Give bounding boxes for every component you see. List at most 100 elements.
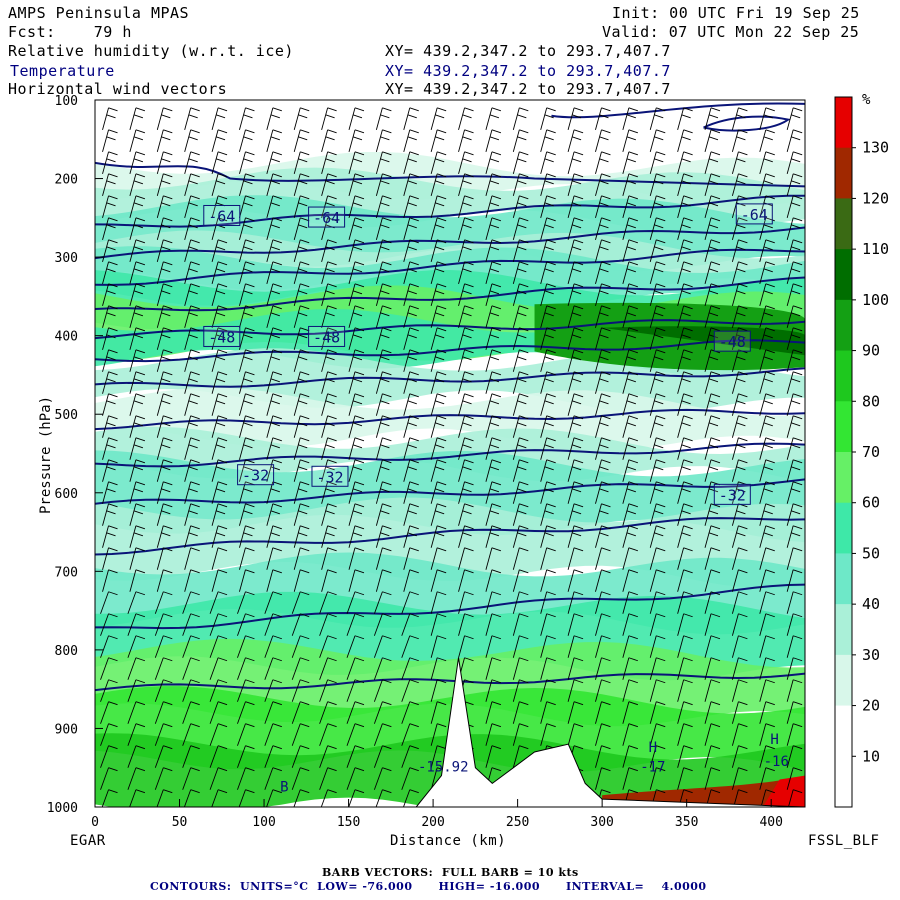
temperature-contour-line	[95, 319, 805, 340]
wind-barb	[567, 349, 575, 372]
wind-barb	[430, 107, 438, 130]
wind-barb	[512, 503, 520, 526]
wind-barb-flag	[298, 268, 308, 273]
wind-barb	[102, 151, 109, 174]
wind-barb	[677, 349, 685, 372]
wind-barb	[129, 393, 137, 416]
wind-barb-flag	[354, 789, 365, 794]
wind-barb-flag	[573, 701, 584, 706]
wind-barb-flag	[108, 745, 118, 750]
wind-barb	[211, 217, 219, 240]
contour-label-box	[713, 330, 751, 352]
wind-barb-flag	[681, 202, 691, 207]
wind-barb-flag	[163, 789, 173, 794]
wind-barb	[595, 393, 602, 416]
wind-barb	[403, 349, 411, 372]
wind-barb-flag	[626, 356, 636, 361]
wind-barb	[430, 657, 438, 680]
wind-barb-flag	[491, 151, 502, 156]
wind-barb-flag	[188, 510, 198, 515]
wind-barb-flag	[270, 488, 280, 493]
wind-barb-flag	[300, 723, 310, 728]
wind-barb	[403, 371, 411, 394]
wind-barb-flag	[656, 481, 666, 486]
wind-barb-flag	[599, 422, 609, 427]
wind-barb-flag	[681, 136, 691, 141]
wind-barb-flag	[601, 107, 611, 112]
wind-barb-flag	[763, 400, 773, 405]
wind-barb-flag	[763, 158, 773, 163]
wind-barb-flag	[435, 422, 445, 427]
wind-barb-flag	[407, 202, 417, 207]
wind-barb-flag	[272, 525, 282, 530]
wind-barb-flag	[517, 136, 527, 141]
wind-barb-flag	[656, 371, 666, 376]
wind-barb-flag	[327, 767, 337, 772]
wind-barb	[595, 415, 602, 438]
wind-barb	[346, 613, 356, 636]
wind-barb-flag	[708, 488, 719, 493]
wind-barb-flag	[765, 195, 775, 200]
wind-barb-flag	[354, 261, 365, 266]
wind-barb-flag	[245, 371, 255, 376]
wind-barb-flag	[163, 261, 173, 266]
wind-barb-flag	[601, 393, 611, 398]
wind-barb	[319, 635, 329, 658]
x-tick-label: 350	[675, 815, 698, 830]
wind-barb	[649, 393, 657, 416]
wind-barb-flag	[270, 378, 280, 383]
wind-barb-flag	[437, 591, 447, 596]
wind-barb-flag	[489, 466, 500, 471]
wind-barb-flag	[163, 283, 173, 288]
wind-barb-flag	[245, 701, 255, 706]
wind-barb-flag	[793, 195, 803, 200]
wind-barb	[485, 393, 493, 416]
wind-barb	[704, 745, 712, 768]
footer-barb-note: BARB VECTORS: FULL BARB = 10 kts	[322, 866, 579, 879]
wind-barb	[430, 217, 438, 240]
wind-barb	[239, 107, 246, 130]
wind-barb-flag	[654, 532, 664, 537]
wind-barb	[786, 767, 794, 790]
wind-barb-flag	[765, 283, 775, 288]
wind-barb	[649, 305, 657, 328]
wind-barb	[401, 635, 411, 658]
wind-barb-flag	[708, 158, 719, 163]
wind-barb-flag	[708, 202, 719, 207]
wind-barb	[156, 349, 164, 372]
wind-barb-flag	[382, 789, 392, 794]
wind-barb	[704, 195, 712, 218]
colorbar-tick-label: 110	[862, 240, 889, 258]
wind-barb-flag	[163, 415, 173, 420]
wind-barb-flag	[628, 657, 638, 662]
wind-barb	[649, 745, 657, 768]
wind-barb-flag	[163, 437, 173, 442]
wind-barb	[622, 217, 630, 240]
wind-barb	[567, 481, 575, 504]
wind-barb-flag	[599, 114, 609, 119]
wind-barb-flag	[793, 613, 803, 618]
wind-barb	[704, 283, 712, 306]
wind-barb	[677, 591, 685, 614]
wind-barb	[321, 261, 329, 284]
wind-barb-flag	[190, 195, 200, 200]
wind-barb-flag	[601, 547, 611, 552]
wind-barb	[266, 195, 274, 218]
wind-barb-flag	[519, 701, 529, 706]
wind-barb	[321, 503, 329, 526]
wind-barb-flag	[190, 635, 200, 640]
wind-barb	[321, 217, 329, 240]
colorbar-swatch	[835, 756, 852, 808]
wind-barb-flag	[190, 503, 200, 508]
wind-barb	[705, 789, 712, 807]
wind-barb-flag	[272, 745, 282, 750]
wind-barb	[622, 481, 630, 504]
wind-barb	[677, 657, 685, 680]
wind-barb	[237, 657, 246, 680]
wind-barb-flag	[245, 195, 255, 200]
wind-barb-flag	[106, 202, 116, 207]
wind-barb-flag	[736, 488, 746, 493]
wind-barb-flag	[300, 481, 310, 486]
wind-barb	[373, 701, 383, 724]
wind-barb-flag	[656, 437, 666, 442]
